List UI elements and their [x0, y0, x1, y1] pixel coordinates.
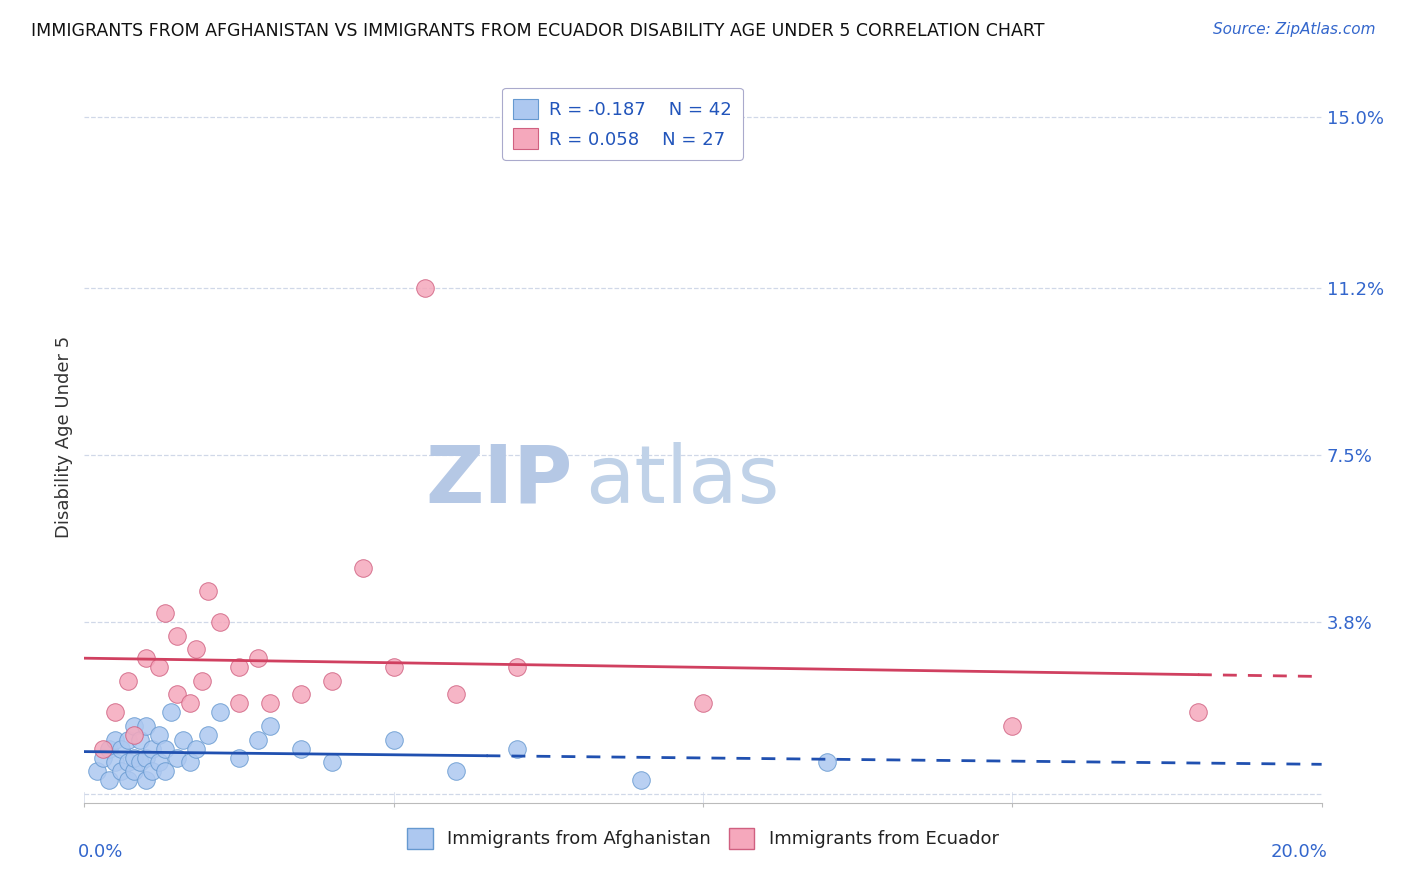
Point: [321, 673, 343, 688]
Point: [630, 773, 652, 788]
Point: [382, 660, 405, 674]
Point: [117, 755, 139, 769]
Point: [692, 697, 714, 711]
Point: [259, 719, 281, 733]
Point: [209, 615, 232, 630]
Point: [172, 732, 194, 747]
Point: [1187, 706, 1209, 720]
Point: [506, 660, 529, 674]
Point: [122, 764, 145, 779]
Point: [382, 732, 405, 747]
Point: [122, 719, 145, 733]
Point: [129, 732, 152, 747]
Point: [135, 719, 157, 733]
Point: [191, 673, 214, 688]
Point: [98, 773, 121, 788]
Point: [413, 281, 436, 295]
Point: [153, 741, 176, 756]
Point: [122, 750, 145, 764]
Point: [228, 750, 250, 764]
Point: [153, 606, 176, 620]
Point: [506, 741, 529, 756]
Point: [815, 755, 838, 769]
Point: [122, 728, 145, 742]
Point: [98, 741, 121, 756]
Text: IMMIGRANTS FROM AFGHANISTAN VS IMMIGRANTS FROM ECUADOR DISABILITY AGE UNDER 5 CO: IMMIGRANTS FROM AFGHANISTAN VS IMMIGRANT…: [31, 22, 1045, 40]
Point: [246, 651, 269, 665]
Text: ZIP: ZIP: [426, 442, 574, 520]
Point: [1001, 719, 1024, 733]
Point: [148, 755, 170, 769]
Point: [91, 741, 114, 756]
Point: [141, 764, 163, 779]
Point: [135, 651, 157, 665]
Point: [110, 764, 132, 779]
Point: [228, 697, 250, 711]
Point: [135, 750, 157, 764]
Point: [160, 706, 183, 720]
Point: [104, 755, 127, 769]
Point: [91, 750, 114, 764]
Text: atlas: atlas: [585, 442, 780, 520]
Point: [179, 755, 201, 769]
Point: [197, 583, 219, 598]
Point: [141, 741, 163, 756]
Point: [321, 755, 343, 769]
Point: [166, 688, 188, 702]
Point: [135, 773, 157, 788]
Point: [86, 764, 108, 779]
Point: [179, 697, 201, 711]
Point: [104, 732, 127, 747]
Point: [444, 764, 467, 779]
Point: [117, 773, 139, 788]
Point: [352, 561, 374, 575]
Point: [104, 706, 127, 720]
Point: [259, 697, 281, 711]
Text: 20.0%: 20.0%: [1271, 843, 1327, 861]
Point: [110, 741, 132, 756]
Point: [148, 660, 170, 674]
Point: [184, 741, 207, 756]
Point: [117, 673, 139, 688]
Point: [290, 688, 312, 702]
Point: [184, 642, 207, 657]
Point: [444, 688, 467, 702]
Point: [290, 741, 312, 756]
Point: [228, 660, 250, 674]
Point: [209, 706, 232, 720]
Point: [166, 629, 188, 643]
Point: [246, 732, 269, 747]
Text: 0.0%: 0.0%: [79, 843, 124, 861]
Point: [148, 728, 170, 742]
Point: [117, 732, 139, 747]
Point: [166, 750, 188, 764]
Legend: Immigrants from Afghanistan, Immigrants from Ecuador: Immigrants from Afghanistan, Immigrants …: [401, 821, 1005, 856]
Y-axis label: Disability Age Under 5: Disability Age Under 5: [55, 336, 73, 538]
Point: [197, 728, 219, 742]
Point: [129, 755, 152, 769]
Text: Source: ZipAtlas.com: Source: ZipAtlas.com: [1212, 22, 1375, 37]
Point: [153, 764, 176, 779]
